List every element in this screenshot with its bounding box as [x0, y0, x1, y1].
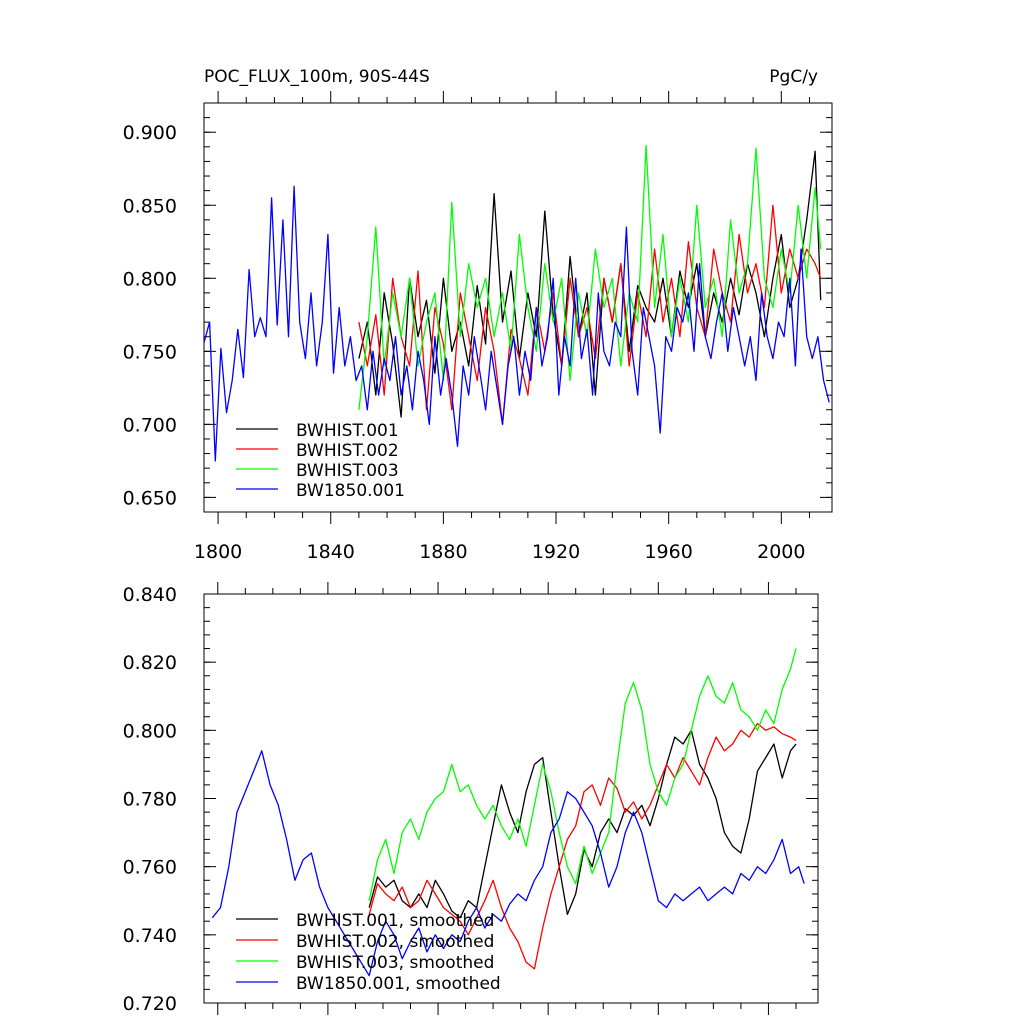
y-tick-label: 0.850 — [123, 195, 177, 217]
legend-label: BWHIST.001, smoothed — [296, 911, 494, 931]
bottom-panel: 0.720 0.740 0.760 0.780 0.800 0.820 0.840 BWHIS… — [123, 582, 819, 1015]
x-tick-label: 1840 — [307, 541, 355, 563]
units-label: PgC/y — [769, 67, 818, 87]
y-tick-label: 0.840 — [123, 584, 177, 606]
legend-label: BW1850.001, smoothed — [296, 974, 501, 994]
y-tick-label: 0.750 — [123, 341, 177, 363]
series-line-bwhist-002-smoothed — [368, 722, 797, 970]
y-tick-label: 0.800 — [123, 720, 177, 742]
y-tick-label: 0.900 — [123, 122, 177, 144]
x-tick-label: 1960 — [644, 541, 692, 563]
legend-label: BWHIST.001 — [296, 421, 399, 441]
legend-label: BWHIST.002 — [296, 441, 399, 461]
y-tick-label: 0.720 — [123, 993, 177, 1015]
y-tick-label: 0.650 — [123, 487, 177, 509]
y-tick-label: 0.800 — [123, 268, 177, 290]
series-line-bwhist-003-smoothed — [368, 648, 797, 901]
series-line-bw1850-001-smoothed — [211, 750, 805, 977]
x-tick-label: 2000 — [757, 541, 805, 563]
legend-label: BWHIST.002, smoothed — [296, 932, 494, 952]
x-tick-label: 1920 — [532, 541, 580, 563]
y-tick-label: 0.760 — [123, 857, 177, 879]
series-line-bwhist-003 — [358, 144, 822, 410]
legend-label: BW1850.001 — [296, 481, 405, 501]
legend-label: BWHIST.003, smoothed — [296, 953, 494, 973]
y-tick-label: 0.820 — [123, 652, 177, 674]
y-tick-label: 0.780 — [123, 789, 177, 811]
series-line-bwhist-001-smoothed — [368, 729, 797, 919]
x-tick-label: 1880 — [419, 541, 467, 563]
series-line-bw1850-001 — [203, 185, 830, 462]
y-tick-label: 0.700 — [123, 414, 177, 436]
legend-label: BWHIST.003 — [296, 461, 399, 481]
top-panel: 0.650 0.700 0.750 0.800 0.850 0.900 1800 1840 18… — [123, 91, 833, 563]
y-tick-label: 0.740 — [123, 925, 177, 947]
x-tick-label: 1800 — [194, 541, 242, 563]
chart-title: POC_FLUX_100m, 90S-44S — [204, 67, 430, 87]
